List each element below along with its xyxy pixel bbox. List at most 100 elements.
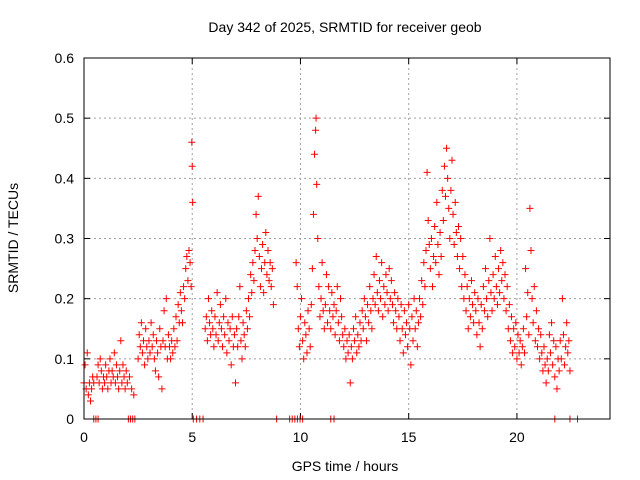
data-point xyxy=(329,313,337,321)
data-point xyxy=(202,313,210,321)
data-point xyxy=(227,361,235,369)
data-point xyxy=(316,313,324,321)
data-point xyxy=(417,313,425,321)
data-point xyxy=(135,331,143,339)
data-point xyxy=(330,301,338,309)
data-point xyxy=(443,144,451,152)
data-point xyxy=(548,319,556,327)
data-point xyxy=(550,337,558,345)
data-point xyxy=(94,361,102,369)
data-point xyxy=(472,307,480,315)
data-point xyxy=(121,385,129,393)
data-point xyxy=(546,349,554,357)
data-point xyxy=(424,216,432,224)
data-point xyxy=(173,337,181,345)
data-point xyxy=(356,319,364,327)
data-point xyxy=(497,247,505,255)
data-point xyxy=(268,265,276,273)
data-point xyxy=(466,313,474,321)
data-point xyxy=(533,343,541,351)
data-point xyxy=(204,295,212,303)
data-point xyxy=(142,325,150,333)
data-point xyxy=(262,228,270,236)
data-point xyxy=(434,241,442,249)
data-point xyxy=(245,295,253,303)
data-point xyxy=(259,241,267,249)
data-point xyxy=(119,361,127,369)
data-point xyxy=(561,361,569,369)
data-point xyxy=(238,355,246,363)
data-point xyxy=(377,295,385,303)
ticks: 0 0.1 0.2 0.3 0.4 0.5 0.6 0 5 10 15 20 xyxy=(55,50,610,445)
data-point xyxy=(388,301,396,309)
data-point xyxy=(538,349,546,357)
data-point xyxy=(403,319,411,327)
data-point xyxy=(264,247,272,255)
data-point xyxy=(485,277,493,285)
data-point xyxy=(296,313,304,321)
data-point xyxy=(467,277,475,285)
data-point xyxy=(447,186,455,194)
data-point xyxy=(379,313,387,321)
data-point xyxy=(102,361,110,369)
data-point xyxy=(220,313,228,321)
data-point xyxy=(292,259,300,267)
data-point xyxy=(321,301,329,309)
data-point xyxy=(516,337,524,345)
data-point xyxy=(342,355,350,363)
data-point xyxy=(480,307,488,315)
data-point xyxy=(426,265,434,273)
data-point xyxy=(380,283,388,291)
x-tick-label: 15 xyxy=(401,429,417,445)
y-tick-label: 0.1 xyxy=(55,351,75,367)
data-point xyxy=(103,373,111,381)
data-point xyxy=(473,331,481,339)
data-point xyxy=(549,361,557,369)
data-point xyxy=(373,289,381,297)
data-point xyxy=(184,277,192,285)
data-point xyxy=(111,379,119,387)
data-point xyxy=(108,367,116,375)
y-axis-label: SRMTID / TECUs xyxy=(5,183,21,293)
data-point xyxy=(327,325,335,333)
data-point xyxy=(495,265,503,273)
data-point xyxy=(353,349,361,357)
data-point xyxy=(544,367,552,375)
data-point xyxy=(106,355,114,363)
data-point xyxy=(137,319,145,327)
data-point xyxy=(488,307,496,315)
data-point xyxy=(384,307,392,315)
data-point xyxy=(304,307,312,315)
x-axis-label: GPS time / hours xyxy=(292,458,399,474)
data-point xyxy=(263,271,271,279)
data-point xyxy=(216,301,224,309)
data-point xyxy=(486,235,494,242)
data-point xyxy=(397,301,405,309)
data-point xyxy=(239,319,247,327)
data-point xyxy=(559,331,567,339)
data-point xyxy=(155,373,163,381)
data-point xyxy=(334,319,342,327)
data-point xyxy=(319,307,327,315)
data-point xyxy=(232,379,240,387)
data-point xyxy=(482,265,490,273)
data-point xyxy=(398,325,406,333)
data-point xyxy=(427,235,435,242)
data-point xyxy=(249,259,257,267)
data-point xyxy=(564,349,572,357)
data-point xyxy=(381,301,389,309)
data-point xyxy=(224,319,232,327)
data-point xyxy=(452,228,460,236)
x-tick-label: 0 xyxy=(80,429,88,445)
data-point xyxy=(500,295,508,303)
data-point xyxy=(311,150,319,158)
data-point xyxy=(528,295,536,303)
data-point xyxy=(490,295,498,303)
data-point xyxy=(563,319,571,327)
data-point xyxy=(247,271,255,279)
data-point xyxy=(188,162,196,170)
data-points xyxy=(80,114,582,423)
data-point xyxy=(429,283,437,291)
data-point xyxy=(178,319,186,327)
